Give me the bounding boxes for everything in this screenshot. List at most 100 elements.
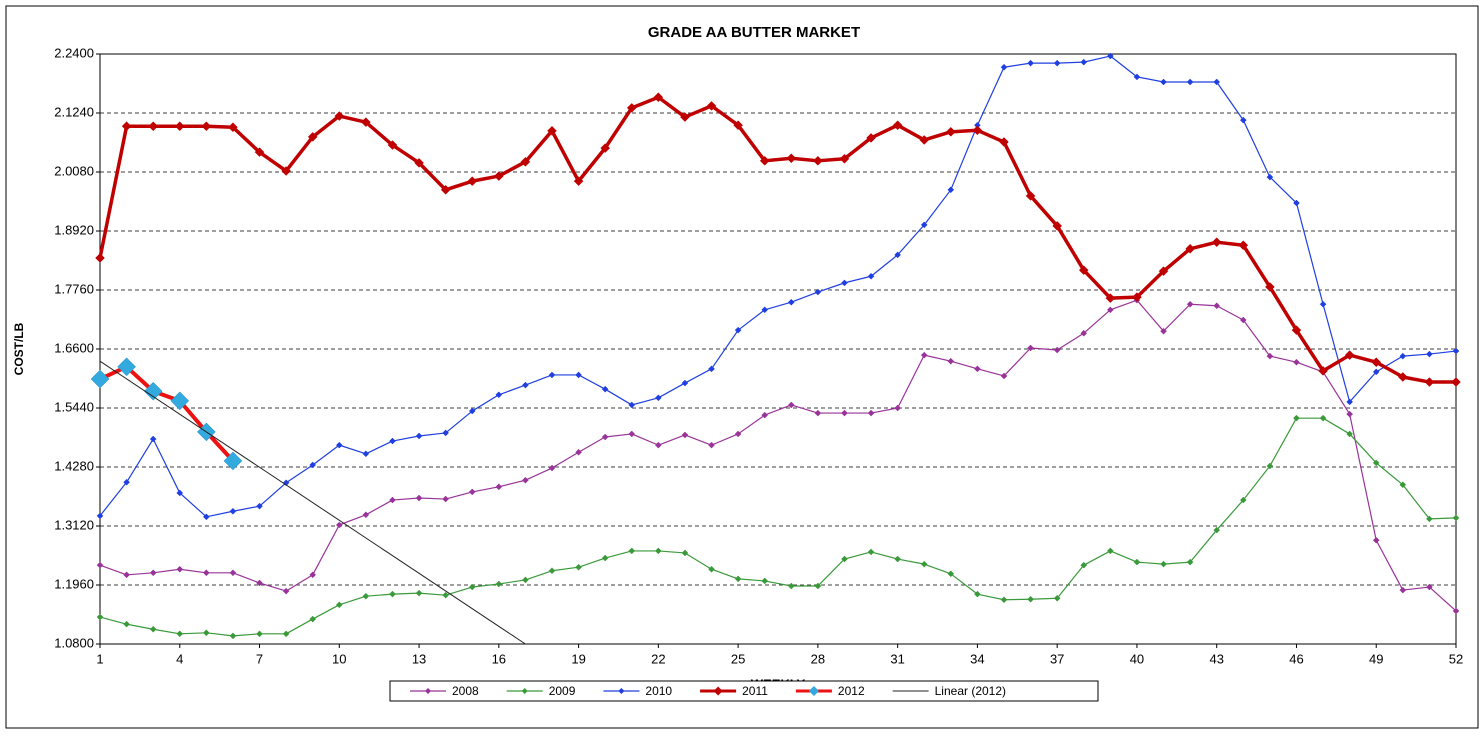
data-point: [841, 555, 848, 563]
data-point: [1053, 594, 1061, 602]
data-point: [1213, 526, 1221, 534]
data-point: [229, 569, 237, 577]
series-line: [99, 360, 526, 645]
data-point: [1293, 414, 1300, 422]
data-point: [1426, 583, 1433, 591]
data-point: [467, 176, 478, 187]
data-point: [547, 125, 557, 136]
y-tick-label: 1.5440: [54, 399, 94, 414]
data-point: [999, 137, 1009, 147]
x-tick-label: 28: [811, 651, 825, 666]
data-point: [919, 135, 930, 145]
data-point: [1452, 607, 1460, 615]
data-point: [442, 591, 450, 599]
data-point: [1239, 116, 1247, 124]
data-point: [654, 547, 662, 555]
data-point: [1266, 173, 1274, 181]
data-point: [335, 441, 343, 449]
data-point: [548, 464, 556, 472]
data-point: [974, 590, 981, 598]
data-point: [947, 186, 955, 194]
data-point: [223, 451, 243, 471]
data-point: [522, 381, 529, 389]
data-point: [920, 351, 928, 359]
data-point: [1158, 266, 1169, 277]
data-point: [254, 147, 265, 158]
legend-box: [389, 680, 1099, 702]
data-point: [389, 590, 396, 598]
data-point: [761, 411, 769, 419]
data-point: [1426, 515, 1433, 523]
data-point: [1185, 243, 1195, 254]
data-point: [520, 156, 531, 167]
data-point: [1372, 536, 1380, 544]
data-point: [149, 569, 157, 577]
y-tick-label: 2.2400: [54, 45, 94, 60]
data-point: [1106, 52, 1114, 60]
x-tick-label: 19: [571, 651, 585, 666]
data-point: [654, 441, 662, 449]
data-point: [1027, 344, 1034, 352]
data-point: [1397, 372, 1408, 382]
legend-label: 2009: [549, 684, 576, 698]
legend-item: 2009: [506, 684, 576, 698]
x-tick-label: 52: [1449, 651, 1463, 666]
data-point: [867, 272, 875, 280]
data-point: [334, 111, 345, 121]
data-point: [1211, 237, 1222, 248]
y-tick-label: 2.1240: [54, 104, 94, 119]
data-point: [1160, 327, 1167, 335]
data-point: [96, 613, 104, 621]
x-tick-label: 43: [1209, 651, 1223, 666]
data-point: [229, 507, 237, 515]
legend-label: 2012: [838, 684, 865, 698]
data-point: [839, 153, 850, 164]
x-tick-label: 40: [1130, 651, 1144, 666]
data-point: [1025, 191, 1036, 201]
data-point: [761, 306, 769, 314]
data-point: [202, 513, 210, 521]
data-point: [734, 430, 742, 438]
y-tick-label: 1.1960: [54, 576, 94, 591]
data-point: [389, 496, 396, 504]
data-point: [733, 120, 743, 131]
data-point: [1000, 372, 1008, 380]
legend-label: 2008: [452, 684, 479, 698]
x-tick-label: 1: [96, 651, 103, 666]
data-point: [841, 409, 848, 417]
data-point: [708, 565, 715, 573]
data-point: [1346, 410, 1354, 418]
data-point: [1186, 558, 1194, 566]
data-point: [256, 630, 263, 638]
data-point: [202, 629, 210, 637]
data-point: [123, 620, 130, 628]
data-point: [628, 401, 636, 409]
data-point: [493, 171, 504, 181]
data-point: [814, 288, 822, 296]
data-point: [387, 140, 398, 150]
data-point: [708, 365, 715, 373]
data-point: [1346, 430, 1354, 438]
y-tick-label: 1.6600: [54, 340, 94, 355]
data-point: [1293, 199, 1300, 207]
data-point: [947, 570, 955, 578]
legend-marker: [808, 686, 819, 696]
data-point: [628, 547, 636, 555]
data-point: [201, 121, 212, 132]
data-point: [335, 521, 343, 529]
data-point: [1451, 377, 1461, 387]
data-point: [229, 632, 237, 640]
data-point: [1239, 316, 1247, 324]
data-point: [1105, 293, 1116, 303]
data-point: [681, 431, 689, 439]
data-point: [1000, 596, 1008, 604]
data-point: [1133, 558, 1141, 566]
data-point: [176, 565, 184, 573]
data-point: [149, 625, 157, 633]
data-point: [866, 133, 876, 143]
data-point: [575, 563, 582, 571]
data-point: [1080, 58, 1088, 66]
data-point: [281, 166, 291, 176]
data-point: [1318, 366, 1328, 376]
